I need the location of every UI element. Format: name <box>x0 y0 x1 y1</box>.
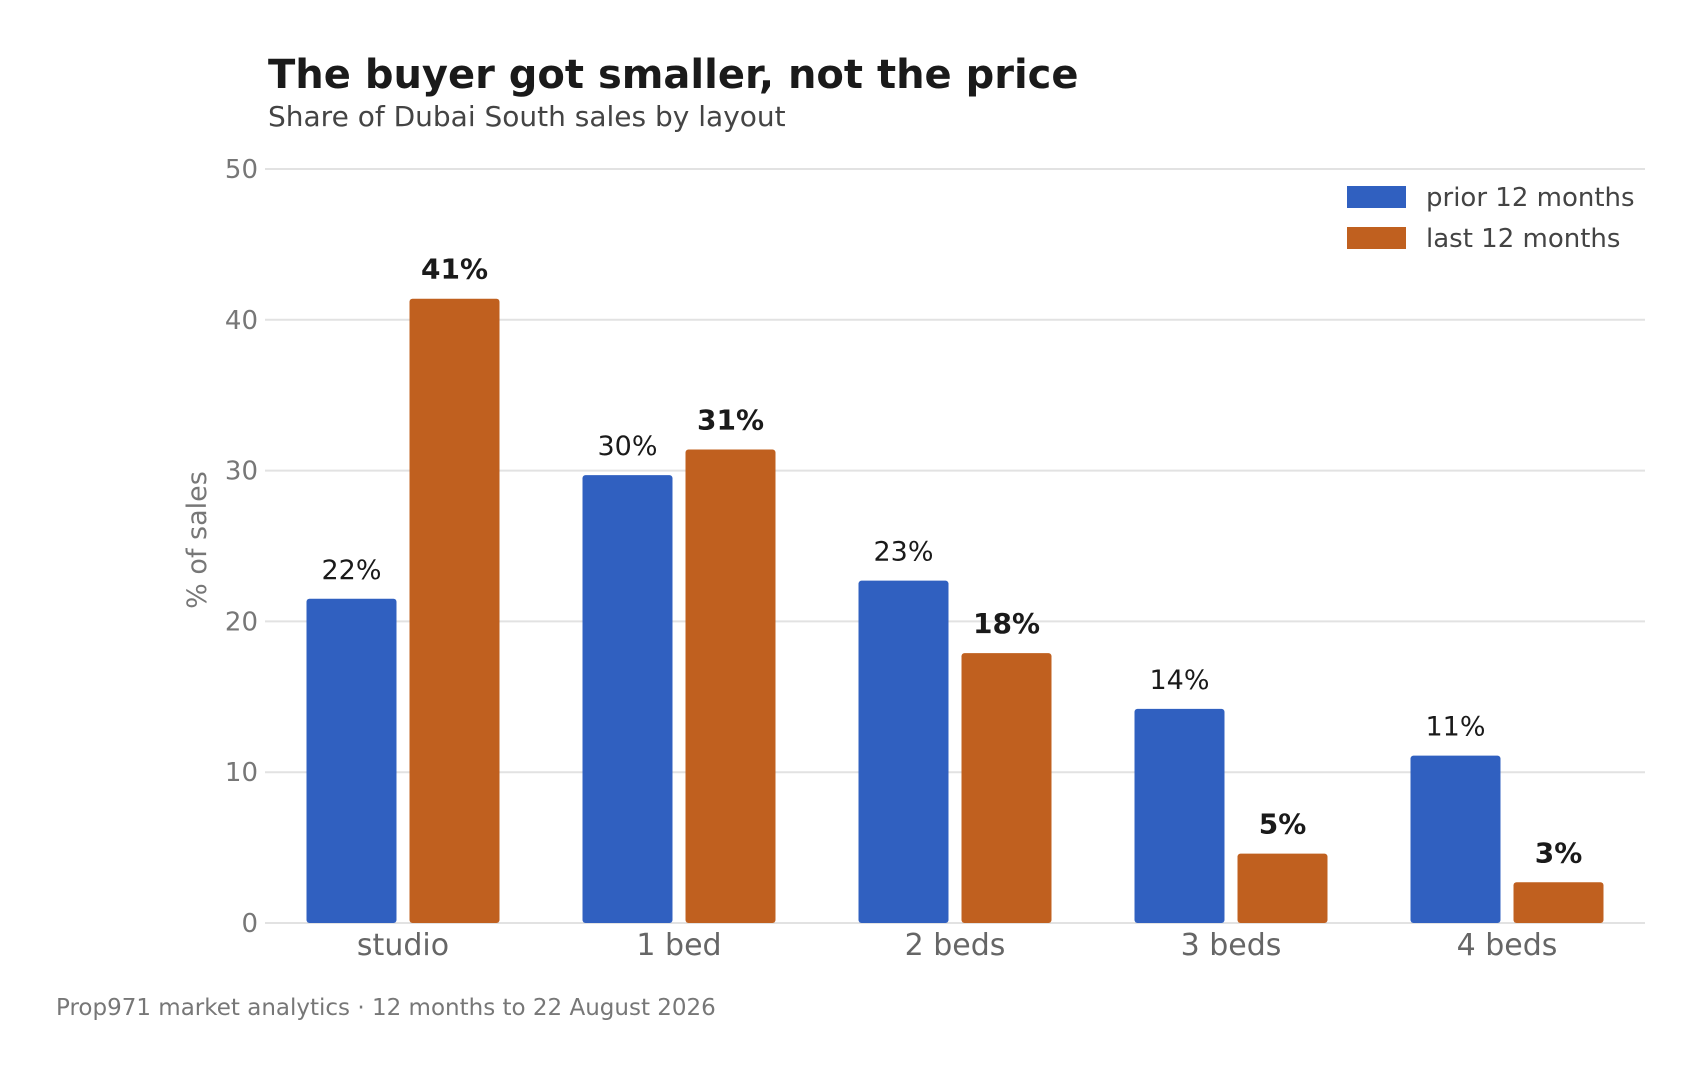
bar-prior-12-months <box>1134 708 1225 923</box>
bar-last-12-months <box>1237 853 1328 923</box>
bar-value-label: 14% <box>1149 665 1209 696</box>
x-category-label: 1 bed <box>636 928 721 963</box>
x-category-label: 2 beds <box>905 928 1006 963</box>
bar-value-label: 3% <box>1535 836 1583 869</box>
legend-swatch <box>1347 227 1406 249</box>
bar-value-label: 30% <box>597 431 657 462</box>
y-tick-label: 30 <box>225 457 258 487</box>
legend: prior 12 months last 12 months <box>1347 183 1635 254</box>
y-tick-label: 10 <box>225 758 258 788</box>
bar-prior-12-months <box>306 598 397 923</box>
x-category-label: 3 beds <box>1181 928 1282 963</box>
bars <box>306 298 1604 923</box>
chart-subtitle: Share of Dubai South sales by layout <box>268 100 786 133</box>
bar-value-label: 5% <box>1259 808 1307 841</box>
bar-prior-12-months <box>1410 755 1501 923</box>
bar-value-label: 11% <box>1425 712 1485 743</box>
bar-prior-12-months <box>582 475 673 923</box>
bar-last-12-months <box>685 449 776 923</box>
legend-label: last 12 months <box>1426 224 1620 254</box>
source-note: Prop971 market analytics · 12 months to … <box>56 995 716 1021</box>
bar-value-label: 22% <box>321 555 381 586</box>
x-axis-categories: studio 1 bed 2 beds 3 beds 4 beds <box>357 928 1557 963</box>
legend-label: prior 12 months <box>1426 183 1635 213</box>
x-category-label: studio <box>357 928 449 963</box>
y-axis-ticks: 0 10 20 30 40 50 <box>225 155 258 939</box>
bar-last-12-months <box>409 298 500 923</box>
y-tick-label: 50 <box>225 155 258 185</box>
y-tick-label: 0 <box>241 909 258 939</box>
bar-value-label: 23% <box>873 537 933 568</box>
bar-last-12-months <box>1513 882 1604 923</box>
bar-value-label: 41% <box>421 253 488 286</box>
x-category-label: 4 beds <box>1457 928 1558 963</box>
legend-swatch <box>1347 186 1406 208</box>
y-axis-label: % of sales <box>182 471 213 609</box>
bar-last-12-months <box>961 653 1052 923</box>
y-tick-label: 40 <box>225 306 258 336</box>
bar-labels: 22% 41% 30% 31% 23% 18% 14% 5% 11% 3% <box>321 253 1582 870</box>
bar-value-label: 31% <box>697 403 764 436</box>
chart-title: The buyer got smaller, not the price <box>268 52 1079 98</box>
y-tick-label: 20 <box>225 607 258 637</box>
bar-prior-12-months <box>858 580 949 923</box>
bar-value-label: 18% <box>973 607 1040 640</box>
